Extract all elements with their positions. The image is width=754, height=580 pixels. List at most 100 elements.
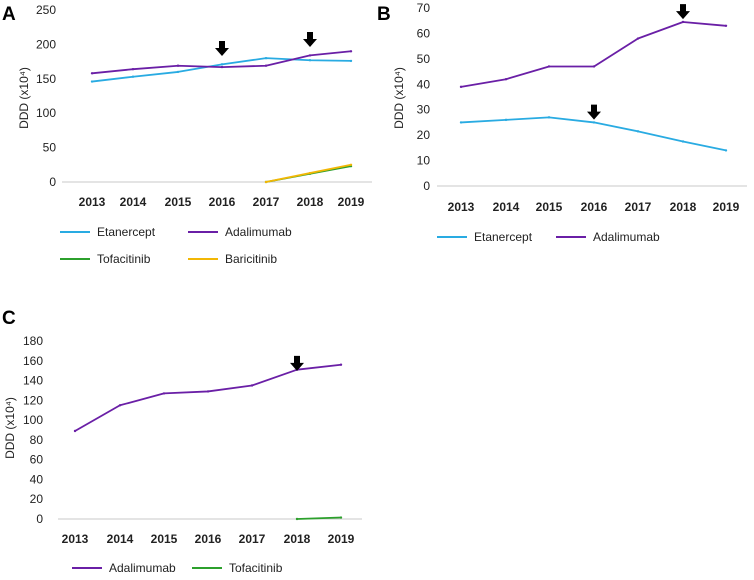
panel-c-y-tick-label: 120 — [23, 393, 43, 407]
panel-c-x-tick-label: 2018 — [284, 532, 311, 546]
panel-b-arrow-down-icon — [587, 104, 601, 120]
panel-b-y-tick-label: 40 — [417, 77, 431, 91]
panel-b-plot: 0 10 20 30 40 50 60 70 2013 2014 2015 2016 2017 2018 2… — [417, 1, 740, 214]
panel-b-legend-label-adalimumab: Adalimumab — [593, 230, 660, 244]
panel-b-y-tick-label: 20 — [417, 128, 431, 142]
panel-a-data-point-etanercept — [131, 75, 135, 78]
panel-b-data-point-etanercept — [724, 149, 728, 152]
panel-a-data-point-adalimumab — [90, 72, 94, 75]
panel-b-y-tick-label: 70 — [417, 1, 431, 15]
panel-a-x-tick-label: 2017 — [253, 195, 280, 209]
panel-c-x-tick-label: 2014 — [107, 532, 134, 546]
panel-c-y-tick-label: 40 — [30, 472, 44, 486]
panel-c-y-tick-label: 60 — [30, 453, 44, 467]
panel-b-y-tick-label: 0 — [423, 179, 430, 193]
panel-b-data-point-adalimumab — [724, 24, 728, 27]
panel-a-data-point-adalimumab — [349, 50, 353, 53]
panel-b-data-point-adalimumab — [681, 20, 685, 24]
panel-b-y-tick-label: 50 — [417, 52, 431, 66]
panel-a-arrow-down-icon — [303, 32, 317, 48]
panel-a-x-tick-label: 2016 — [209, 195, 236, 209]
panel-c-legend: Adalimumab Tofacitinib — [72, 561, 283, 575]
panel-a-data-point-etanercept — [220, 63, 224, 66]
panel-c-legend-label-tofacitinib: Tofacitinib — [229, 561, 283, 575]
panel-a-data-point-etanercept — [349, 59, 353, 63]
panel-b-x-tick-label: 2015 — [536, 200, 563, 214]
panel-c-data-point-adalimumab — [73, 429, 77, 433]
panel-a-x-tick-label: 2019 — [338, 195, 365, 209]
panel-c-data-point-adalimumab — [118, 404, 122, 407]
panel-c-y-tick-label: 0 — [36, 512, 43, 526]
panel-b-data-point-adalimumab — [636, 37, 640, 40]
panel-a-data-point-baricitinib — [264, 180, 268, 184]
panel-b-data-point-etanercept — [547, 116, 551, 119]
panel-a-series-line-baricitinib — [265, 163, 352, 183]
panel-c-data-point-adalimumab — [250, 384, 254, 387]
panel-a-y-axis-title: DDD (x10⁴) — [17, 67, 31, 129]
panel-a-data-point-adalimumab — [220, 65, 224, 69]
panel-c-x-tick-label: 2019 — [328, 532, 355, 546]
panel-b-data-point-adalimumab — [547, 65, 551, 68]
panel-b-data-point-adalimumab — [592, 65, 596, 68]
panel-b-data-point-adalimumab — [459, 85, 463, 89]
panel-a-x-tick-label: 2013 — [79, 195, 106, 209]
panel-c-x-tick-label: 2017 — [239, 532, 266, 546]
panel-a: A DDD (x10⁴) 0 50 100 150 200 250 2013 2014 2015… — [2, 3, 372, 266]
panel-b-y-axis-title: DDD (x10⁴) — [392, 67, 406, 129]
panel-b-legend: Etanercept Adalimumab — [437, 230, 660, 244]
panel-a-data-point-etanercept — [90, 80, 94, 83]
panel-b-data-point-etanercept — [681, 140, 685, 143]
panel-a-arrow-down-icon — [215, 40, 229, 56]
panel-a-y-tick-label: 200 — [36, 37, 56, 51]
panel-a-y-tick-label: 0 — [49, 175, 56, 189]
panel-a-data-point-baricitinib — [308, 171, 312, 175]
panel-a-y-tick-label: 250 — [36, 3, 56, 17]
panel-a-legend-label-etanercept: Etanercept — [97, 225, 156, 239]
panel-b-x-tick-label: 2016 — [581, 200, 608, 214]
panel-a-data-point-etanercept — [264, 56, 268, 60]
panel-b-x-tick-label: 2014 — [493, 200, 520, 214]
panel-b: B DDD (x10⁴) 0 10 20 30 40 50 60 70 2013 2014 2015… — [377, 1, 747, 244]
panel-c-series-line-tofacitinib — [296, 516, 342, 520]
panel-a-data-point-adalimumab — [308, 54, 312, 57]
panel-c-data-point-adalimumab — [339, 363, 343, 366]
panel-c-y-axis-title: DDD (x10⁴) — [3, 397, 17, 459]
panel-a-legend-label-adalimumab: Adalimumab — [225, 225, 292, 239]
panel-a-legend-label-tofacitinib: Tofacitinib — [97, 252, 151, 266]
panel-b-y-tick-label: 30 — [417, 103, 431, 117]
panel-b-data-point-etanercept — [459, 121, 463, 124]
panel-a-x-tick-label: 2015 — [165, 195, 192, 209]
panel-c-label: C — [2, 308, 16, 329]
panel-c-plot: 0 20 40 60 80 100 120 140 160 180 2013 2014 2015 2016… — [23, 334, 355, 546]
panel-b-y-tick-label: 10 — [417, 154, 431, 168]
panel-b-y-tick-label: 60 — [417, 26, 431, 40]
panel-c-y-tick-label: 140 — [23, 374, 43, 388]
panel-c-y-tick-label: 160 — [23, 354, 43, 368]
panel-a-data-point-adalimumab — [264, 64, 268, 67]
panel-b-series-line-adalimumab — [460, 21, 727, 88]
panel-c-data-point-adalimumab — [206, 390, 210, 393]
panel-a-y-tick-label: 150 — [36, 72, 56, 86]
panel-a-x-tick-label: 2018 — [297, 195, 324, 209]
panel-c-y-tick-label: 20 — [30, 492, 44, 506]
panel-c-series-line-adalimumab — [74, 363, 342, 432]
panel-a-data-point-baricitinib — [349, 163, 353, 166]
panel-a-data-point-adalimumab — [131, 67, 135, 71]
panel-c-y-tick-label: 80 — [30, 433, 44, 447]
panel-a-plot: 0 50 100 150 200 250 2013 2014 2015 2016 2017 2018 2… — [36, 3, 365, 209]
panel-c-arrow-down-icon — [290, 355, 304, 371]
panel-b-data-point-etanercept — [592, 121, 596, 124]
panel-a-legend-label-baricitinib: Baricitinib — [225, 252, 277, 266]
panel-c-x-tick-label: 2015 — [151, 532, 178, 546]
panel-a-data-point-etanercept — [176, 70, 180, 74]
panel-a-y-tick-label: 50 — [43, 141, 57, 155]
panel-c-legend-label-adalimumab: Adalimumab — [109, 561, 176, 575]
panel-c-data-point-tofacitinib — [295, 517, 299, 521]
panel-c-y-tick-label: 180 — [23, 334, 43, 348]
panel-b-x-tick-label: 2013 — [448, 200, 475, 214]
panel-a-data-point-etanercept — [308, 59, 312, 62]
panel-c-x-tick-label: 2013 — [62, 532, 89, 546]
panel-c-x-tick-label: 2016 — [195, 532, 222, 546]
panel-c: C DDD (x10⁴) 0 20 40 60 80 100 120 140 160 180 201… — [2, 308, 362, 575]
